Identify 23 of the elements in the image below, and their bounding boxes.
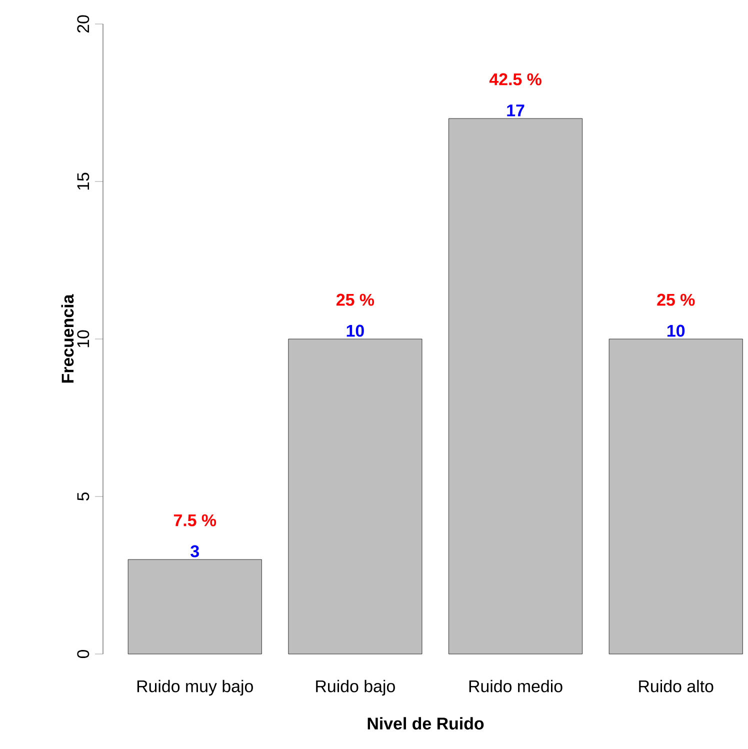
x-tick-label: Ruido muy bajo — [137, 680, 253, 696]
annotation: 7.5 % — [174, 514, 216, 526]
bar — [448, 118, 583, 654]
y-tick-label: 5 — [77, 492, 90, 501]
annotation: 25 % — [657, 294, 695, 306]
data-label: 10 — [346, 324, 364, 337]
y-tick-label: 10 — [77, 330, 90, 348]
y-axis-title: Frecuencia — [61, 294, 74, 383]
y-tick-label: 0 — [77, 650, 90, 658]
data-label: 3 — [190, 545, 199, 558]
x-axis-title: Nivel de Ruido — [368, 717, 484, 730]
bar — [288, 338, 422, 654]
bar — [128, 559, 262, 654]
x-tick-label: Ruido alto — [639, 680, 714, 692]
annotation: 25 % — [336, 294, 374, 306]
bar — [608, 338, 743, 654]
y-tick-label: 15 — [77, 172, 90, 190]
data-label: 17 — [507, 104, 524, 116]
annotation: 42.5 % — [489, 73, 542, 86]
y-tick-label: 20 — [77, 15, 90, 33]
x-tick-label: Ruido bajo — [316, 680, 395, 696]
x-tick-label: Ruido medio — [469, 680, 562, 692]
data-label: 10 — [668, 324, 685, 337]
